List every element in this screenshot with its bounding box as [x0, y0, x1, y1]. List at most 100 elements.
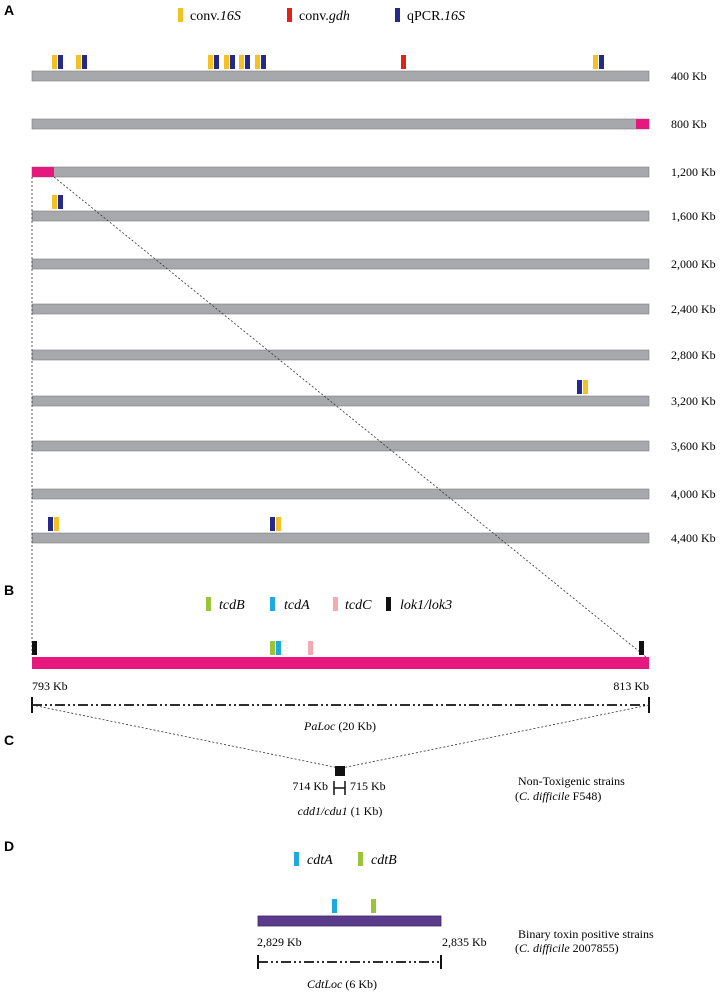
marker-qpcr-16s: [48, 517, 53, 531]
row-label: 4,000 Kb: [671, 487, 716, 501]
nontoxigenic-note-line2: (C. difficile F548): [515, 789, 601, 803]
gene-cdtb: [371, 899, 376, 913]
paloc-bar: [32, 657, 649, 669]
marker-conv-16s: [239, 55, 244, 69]
row-label: 2,800 Kb: [671, 348, 716, 362]
legend-qpcr-16s: qPCR.16S: [407, 9, 465, 24]
legend-tcdb: tcdB: [219, 598, 245, 613]
paloc-segment-end: [636, 119, 649, 129]
legend-tcda-swatch: [270, 597, 275, 611]
gene-lok1: [32, 641, 37, 655]
zoom-line-right: [53, 176, 647, 658]
row-label: 1,200 Kb: [671, 165, 716, 179]
chromosome-row-400kb: [31, 70, 650, 82]
chromosome-rows: [31, 70, 650, 544]
cdtloc-caption: CdtLoc (6 Kb): [307, 977, 377, 991]
chromosome-row-3600kb: [31, 440, 650, 452]
row-1600kb-markers: [52, 195, 63, 209]
panel-a-legend: conv.16S conv.gdh qPCR.16S: [178, 8, 465, 24]
marker-qpcr-16s: [270, 517, 275, 531]
chromosome-row-1600kb: [31, 210, 650, 222]
legend-tcdc-swatch: [333, 597, 338, 611]
row-label: 400 Kb: [671, 69, 707, 83]
cdd1-start-label: 714 Kb: [292, 779, 328, 793]
panel-d-legend: cdtA cdtB: [294, 852, 397, 868]
nontoxigenic-note-line1: Non-Toxigenic strains: [518, 774, 625, 788]
paloc-segment-start: [32, 167, 54, 177]
legend-cdta: cdtA: [307, 853, 333, 868]
marker-qpcr-16s: [82, 55, 87, 69]
row-4400kb-markers: [48, 517, 281, 531]
panel-d-label: D: [4, 838, 14, 854]
paloc-genes: [32, 641, 644, 655]
marker-qpcr-16s: [261, 55, 266, 69]
row-labels: 400 Kb 800 Kb 1,200 Kb 1,600 Kb 2,000 Kb…: [671, 69, 716, 545]
row-label: 4,400 Kb: [671, 531, 716, 545]
chromosome-row-4400kb: [31, 532, 650, 544]
legend-lok-swatch: [386, 597, 391, 611]
chromosome-row-3200kb: [31, 395, 650, 407]
binary-toxin-note-line2: (C. difficile 2007855): [515, 941, 619, 955]
cdd1-cdu1-gene: [335, 766, 345, 776]
panel-a-label: A: [4, 2, 14, 18]
legend-lok: lok1/lok3: [400, 598, 452, 613]
marker-conv-16s: [276, 517, 281, 531]
paloc-end-label: 813 Kb: [613, 679, 649, 693]
row-3200kb-markers: [577, 380, 588, 394]
row-400kb-markers: [52, 55, 604, 69]
legend-qpcr-16s-swatch: [395, 8, 400, 22]
paloc-span-scale: [31, 697, 650, 713]
row-label: 2,400 Kb: [671, 302, 716, 316]
legend-tcdb-swatch: [206, 597, 211, 611]
marker-conv-16s: [52, 55, 57, 69]
marker-qpcr-16s: [230, 55, 235, 69]
marker-conv-16s: [583, 380, 588, 394]
chromosome-row-2000kb: [31, 258, 650, 270]
row-label: 3,200 Kb: [671, 394, 716, 408]
gene-tcda: [276, 641, 281, 655]
legend-cdtb: cdtB: [371, 853, 397, 868]
marker-qpcr-16s: [599, 55, 604, 69]
legend-cdtb-swatch: [358, 852, 363, 866]
legend-conv-16s-swatch: [178, 8, 183, 22]
panel-b-legend: tcdB tcdA tcdC lok1/lok3: [206, 597, 452, 613]
paloc-start-label: 793 Kb: [32, 679, 68, 693]
marker-conv-16s: [255, 55, 260, 69]
paloc-caption: PaLoc (20 Kb): [303, 719, 376, 733]
marker-qpcr-16s: [58, 55, 63, 69]
marker-conv-16s: [52, 195, 57, 209]
gene-lok3: [639, 641, 644, 655]
chromosome-row-4000kb: [31, 488, 650, 500]
chromosome-row-1200kb: [31, 166, 650, 178]
cdtloc-span-scale: [257, 955, 442, 969]
marker-conv-16s: [76, 55, 81, 69]
legend-conv-gdh: conv.gdh: [299, 9, 350, 24]
zoom-line-c-left: [31, 704, 340, 769]
panel-b-label: B: [4, 582, 14, 598]
marker-conv-16s: [593, 55, 598, 69]
cdtloc-start-label: 2,829 Kb: [257, 935, 302, 949]
row-label: 1,600 Kb: [671, 209, 716, 223]
row-label: 2,000 Kb: [671, 257, 716, 271]
binary-toxin-note-line1: Binary toxin positive strains: [518, 927, 654, 941]
marker-qpcr-16s: [245, 55, 250, 69]
cdd1-end-label: 715 Kb: [350, 779, 386, 793]
marker-conv-gdh: [401, 55, 406, 69]
legend-conv-gdh-swatch: [287, 8, 292, 22]
legend-tcda: tcdA: [284, 598, 310, 613]
gene-cdta: [332, 899, 337, 913]
marker-conv-16s: [224, 55, 229, 69]
gene-tcdc: [308, 641, 313, 655]
marker-conv-16s: [208, 55, 213, 69]
legend-tcdc: tcdC: [345, 598, 372, 613]
row-label: 800 Kb: [671, 117, 707, 131]
marker-qpcr-16s: [577, 380, 582, 394]
chromosome-row-2400kb: [31, 303, 650, 315]
marker-qpcr-16s: [58, 195, 63, 209]
chromosome-row-2800kb: [31, 349, 650, 361]
cdd1-caption: cdd1/cdu1 (1 Kb): [298, 804, 383, 818]
panel-c-label: C: [4, 732, 14, 748]
legend-cdta-swatch: [294, 852, 299, 866]
gene-tcdb: [270, 641, 275, 655]
